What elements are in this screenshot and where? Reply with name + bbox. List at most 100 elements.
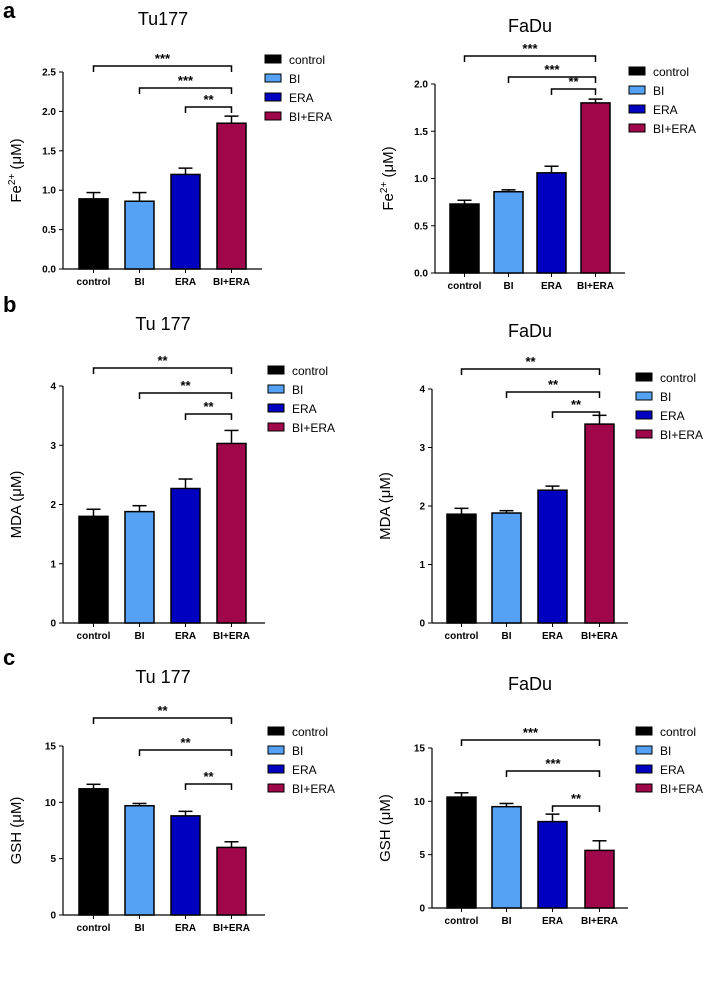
significance-label: **: [203, 92, 214, 107]
y-tick-label: 15: [45, 742, 57, 753]
significance-label: **: [571, 791, 582, 806]
y-tick-label: 0.0: [42, 265, 56, 276]
legend-label: BI+ERA: [660, 428, 703, 442]
x-tick-label: control: [77, 277, 111, 288]
significance-bracket: [460, 739, 601, 746]
significance-label: **: [203, 769, 214, 784]
y-label-sup: 2+: [379, 182, 390, 194]
significance-label: ***: [544, 62, 560, 77]
x-tick-label: BI+ERA: [581, 916, 618, 927]
legend-label: BI: [292, 383, 303, 397]
significance-bracket: [460, 368, 601, 375]
x-tick-label: BI+ERA: [213, 277, 250, 288]
significance-label: ***: [523, 725, 539, 740]
legend-label: BI+ERA: [292, 421, 335, 435]
bar-control: [78, 788, 109, 916]
y-tick-label: 1: [50, 559, 56, 570]
y-label-main: Fe: [380, 193, 397, 211]
legend-label: ERA: [660, 409, 685, 423]
y-tick-label: 2.0: [42, 107, 56, 118]
legend-swatch: [628, 85, 646, 95]
legend-label: BI: [660, 744, 671, 758]
x-tick-label: BI: [135, 923, 145, 934]
legend-swatch: [635, 372, 653, 382]
y-axis-label: MDA (μM): [377, 472, 394, 540]
y-label-unit: (μM): [8, 471, 25, 502]
y-label-unit: (μM): [377, 794, 394, 825]
significance-label: **: [548, 377, 559, 392]
significance-label: ***: [178, 73, 194, 88]
legend-label: BI: [653, 84, 664, 98]
y-label-unit: (μM): [8, 797, 25, 828]
legend-swatch: [635, 391, 653, 401]
legend-label: BI+ERA: [653, 122, 696, 136]
bar-ERA: [170, 815, 201, 916]
chart-title: Tu 177: [135, 667, 190, 687]
bar-BI+ERA: [216, 846, 247, 916]
bar-control: [446, 796, 477, 909]
legend-swatch: [264, 111, 282, 121]
legend-swatch: [628, 104, 646, 114]
legend-swatch: [264, 73, 282, 83]
y-tick-label: 1.5: [414, 127, 428, 138]
bar-control: [446, 513, 477, 624]
y-label-main: MDA: [377, 507, 394, 540]
x-tick-label: BI+ERA: [213, 923, 250, 934]
legend-swatch: [635, 783, 653, 793]
y-axis-label: GSH (μM): [377, 794, 394, 862]
significance-bracket: [92, 65, 233, 72]
y-tick-label: 5: [50, 854, 56, 865]
panel-label-a: a: [3, 0, 16, 23]
legend-swatch: [267, 403, 285, 413]
legend-label: BI+ERA: [292, 782, 335, 796]
chart-0: Tu177 0.0 0.5 1.0 1.5 2.0 2.5 Fe2+ (μM) control B…: [7, 9, 332, 288]
y-tick-label: 1: [419, 560, 425, 571]
chart-title: Tu177: [138, 9, 188, 29]
significance-bracket: [551, 805, 601, 812]
x-tick-label: BI+ERA: [581, 631, 618, 642]
bar-BI+ERA: [584, 849, 615, 909]
x-tick-label: control: [445, 631, 479, 642]
x-tick-label: BI: [135, 277, 145, 288]
y-tick-label: 0: [419, 904, 425, 915]
legend-swatch: [635, 726, 653, 736]
y-tick-label: 10: [45, 798, 57, 809]
y-tick-label: 10: [414, 797, 426, 808]
y-tick-label: 0.0: [414, 269, 428, 280]
significance-bracket: [184, 106, 233, 113]
y-label-main: GSH: [377, 829, 394, 862]
legend-swatch: [267, 422, 285, 432]
significance-label: **: [157, 353, 168, 368]
legend-label: control: [289, 53, 325, 67]
x-tick-label: ERA: [175, 923, 196, 934]
significance-label: ***: [545, 756, 561, 771]
legend-label: BI: [289, 72, 300, 86]
bar-BI+ERA: [216, 442, 247, 624]
significance-label: **: [180, 378, 191, 393]
x-tick-label: control: [448, 281, 482, 292]
y-tick-label: 0: [50, 619, 56, 630]
legend-label: ERA: [292, 763, 317, 777]
chart-2: Tu 177 0 1 2 3 4 MDA (μM) control BI ERA BI+ERA ** *…: [8, 314, 335, 642]
significance-bracket: [138, 749, 233, 756]
significance-label: **: [571, 397, 582, 412]
y-tick-label: 2.5: [42, 68, 56, 79]
bar-control: [78, 515, 109, 624]
significance-label: ***: [155, 51, 171, 66]
x-tick-label: ERA: [542, 631, 563, 642]
chart-title: Tu 177: [135, 314, 190, 334]
y-tick-label: 2.0: [414, 80, 428, 91]
significance-bracket: [505, 391, 601, 398]
x-tick-label: control: [445, 916, 479, 927]
significance-bracket: [184, 783, 233, 790]
bar-ERA: [170, 173, 201, 270]
legend-label: ERA: [653, 103, 678, 117]
y-axis-label: Fe2+ (μM): [7, 138, 25, 202]
x-tick-label: ERA: [175, 277, 196, 288]
legend-label: ERA: [292, 402, 317, 416]
y-axis-label: MDA (μM): [8, 471, 25, 539]
legend-swatch: [267, 384, 285, 394]
y-label-unit: (μM): [380, 146, 397, 177]
